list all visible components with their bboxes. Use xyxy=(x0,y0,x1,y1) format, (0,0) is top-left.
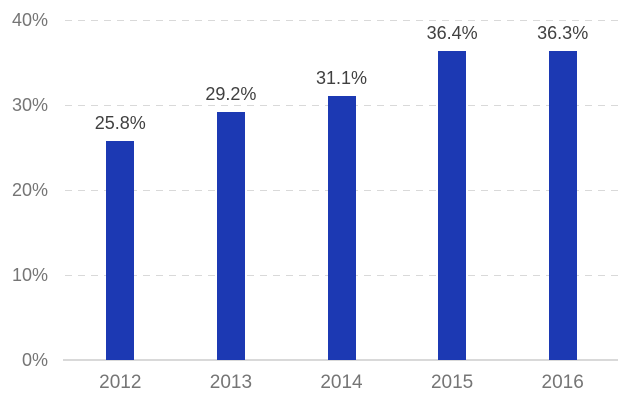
x-axis-line xyxy=(63,359,618,361)
gridline-40% xyxy=(65,20,618,21)
bar-2013 xyxy=(216,111,245,360)
data-label-2014: 31.1% xyxy=(315,67,368,88)
x-axis-tick-label-2013: 2013 xyxy=(209,372,253,393)
x-axis-tick-label-2014: 2014 xyxy=(320,372,363,393)
x-axis-tick-label-2015: 2015 xyxy=(430,372,474,393)
data-label-2012: 25.8% xyxy=(94,112,146,133)
bar-2015 xyxy=(438,50,467,360)
y-axis-tick-label: 10% xyxy=(11,265,48,285)
y-axis-tick-label: 20% xyxy=(11,180,48,200)
data-label-2013: 29.2% xyxy=(205,83,257,104)
y-axis-tick-label: 0% xyxy=(21,350,48,370)
bar-2016 xyxy=(548,51,577,360)
y-axis-tick-label: 30% xyxy=(11,95,48,115)
data-label-2016: 36.3% xyxy=(537,23,589,44)
bar-2014 xyxy=(327,95,356,360)
data-label-2015: 36.4% xyxy=(426,22,478,43)
y-axis-tick-label: 40% xyxy=(11,10,48,30)
x-axis-tick-label-2012: 2012 xyxy=(99,372,142,393)
bar-2012 xyxy=(106,140,135,360)
x-axis-tick-label-2016: 2016 xyxy=(541,372,584,393)
